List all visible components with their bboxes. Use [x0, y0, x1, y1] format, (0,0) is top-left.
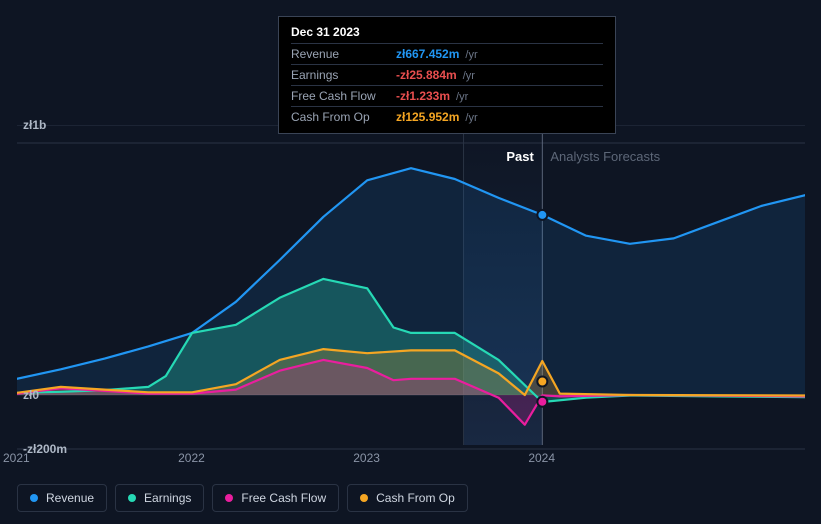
legend-item-earnings[interactable]: Earnings: [115, 484, 204, 512]
legend-dot: [30, 494, 38, 502]
legend-dot: [225, 494, 233, 502]
tooltip-row-label: Free Cash Flow: [291, 89, 396, 103]
tooltip-row-value: zł667.452m: [396, 47, 459, 61]
tooltip-row-unit: /yr: [463, 70, 475, 82]
tooltip-row-unit: /yr: [465, 112, 477, 124]
legend-label: Earnings: [144, 491, 191, 505]
y-axis-label: zł1b: [23, 118, 46, 132]
tooltip-row-value: zł125.952m: [396, 110, 459, 124]
tooltip-row-value: -zł1.233m: [396, 89, 450, 103]
legend-dot: [128, 494, 136, 502]
legend-label: Free Cash Flow: [241, 491, 326, 505]
chart-legend: Revenue Earnings Free Cash Flow Cash From O…: [17, 484, 468, 512]
legend-item-revenue[interactable]: Revenue: [17, 484, 107, 512]
tooltip-date: Dec 31 2023: [291, 25, 603, 43]
tooltip-row-unit: /yr: [465, 49, 477, 61]
tooltip-row-label: Earnings: [291, 68, 396, 82]
legend-item-cfo[interactable]: Cash From Op: [347, 484, 468, 512]
tooltip-row-unit: /yr: [456, 91, 468, 103]
tooltip-row-value: -zł25.884m: [396, 68, 457, 82]
past-label: Past: [506, 149, 533, 164]
x-axis-label: 2023: [353, 451, 380, 465]
legend-dot: [360, 494, 368, 502]
x-axis-label: 2024: [528, 451, 555, 465]
forecast-label: Analysts Forecasts: [550, 149, 660, 164]
tooltip-row: Earnings-zł25.884m/yr: [291, 64, 603, 85]
tooltip-row-label: Revenue: [291, 47, 396, 61]
legend-label: Revenue: [46, 491, 94, 505]
chart-svg: [17, 125, 805, 470]
tooltip-row-label: Cash From Op: [291, 110, 396, 124]
y-axis-label: zł0: [23, 388, 39, 402]
x-axis-label: 2021: [3, 451, 30, 465]
legend-item-fcf[interactable]: Free Cash Flow: [212, 484, 339, 512]
chart-tooltip: Dec 31 2023 Revenuezł667.452m/yrEarnings…: [278, 16, 616, 134]
financials-chart[interactable]: zł1bzł0-zł200m 2021202220232024 Past Ana…: [17, 125, 805, 470]
x-axis-label: 2022: [178, 451, 205, 465]
tooltip-row: Free Cash Flow-zł1.233m/yr: [291, 85, 603, 106]
legend-label: Cash From Op: [376, 491, 455, 505]
tooltip-row: Revenuezł667.452m/yr: [291, 43, 603, 64]
tooltip-row: Cash From Opzł125.952m/yr: [291, 106, 603, 127]
